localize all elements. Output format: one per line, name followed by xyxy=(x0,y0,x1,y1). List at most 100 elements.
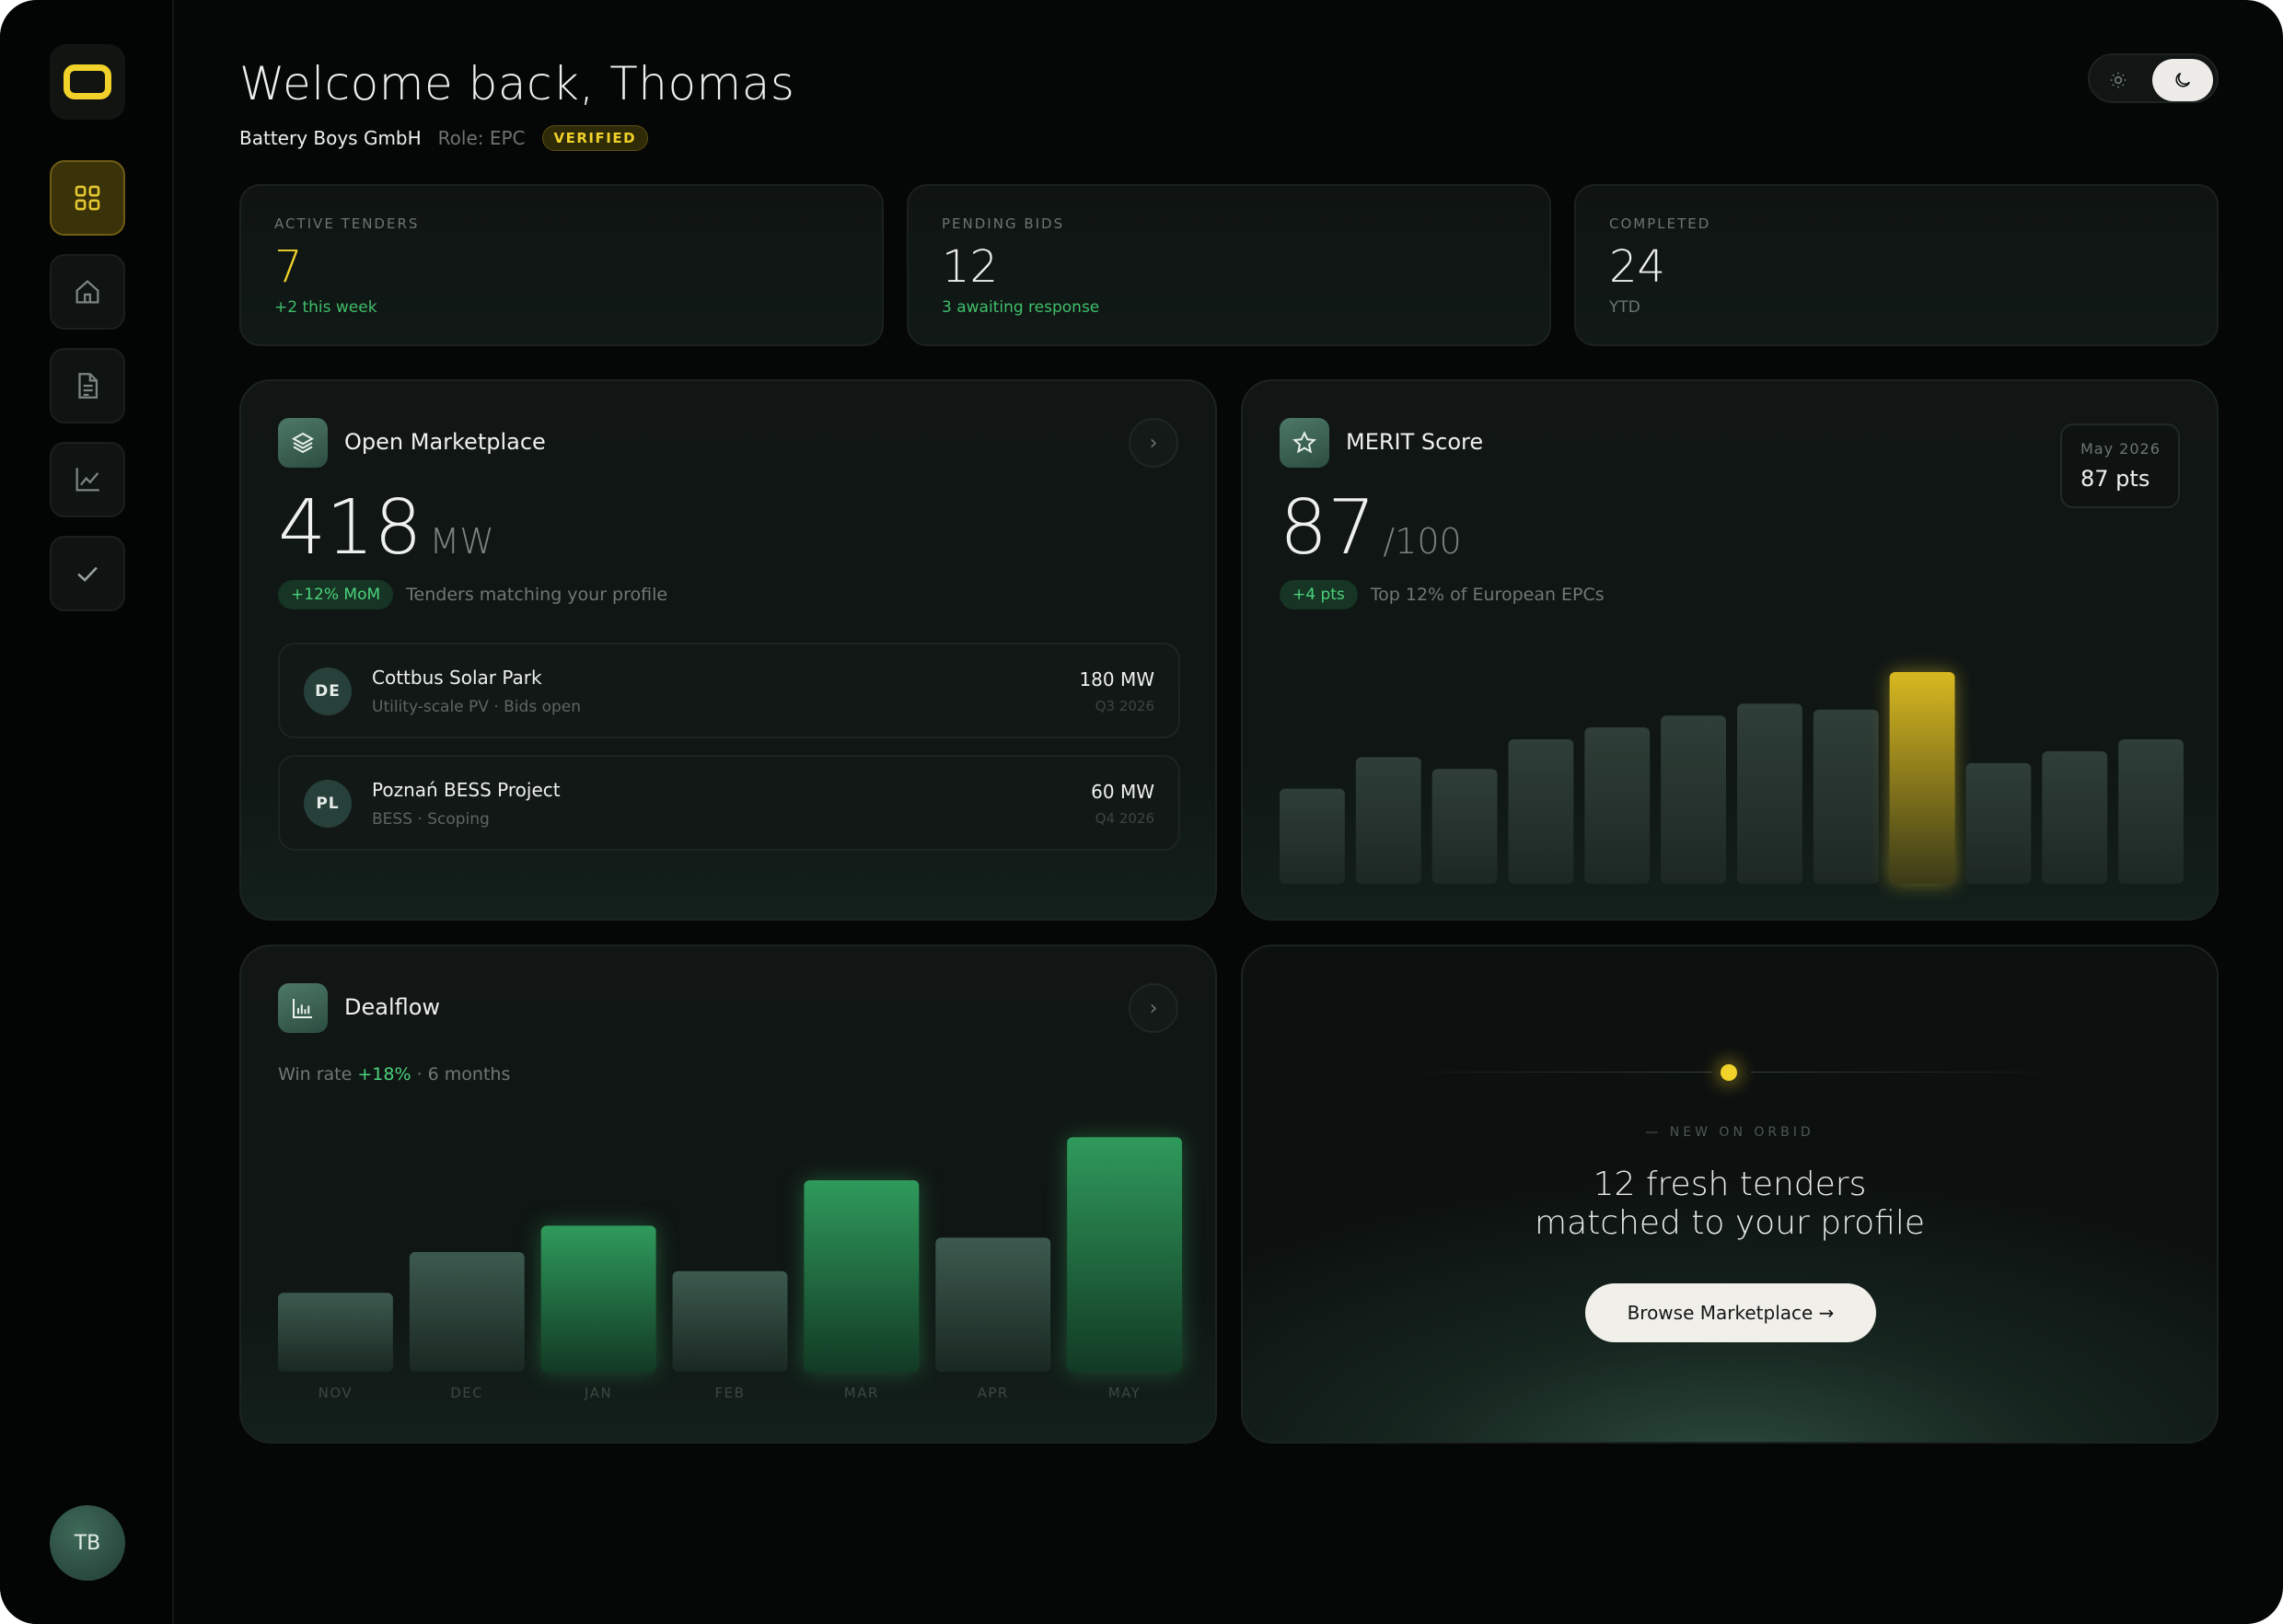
trend-pill: +4 pts xyxy=(1280,580,1358,609)
trend-caption: Top 12% of European EPCs xyxy=(1370,585,1605,605)
dealflow-month-label: NOV xyxy=(318,1385,353,1401)
dealflow-bar-highlighted xyxy=(540,1225,656,1372)
nav-dashboard-button[interactable] xyxy=(50,160,125,236)
divider-line xyxy=(1381,1072,1712,1073)
promo-headline: 12 fresh tenders matched to your profile xyxy=(1243,1166,2217,1243)
dealflow-bar-highlighted xyxy=(1067,1137,1182,1372)
country-badge: PL xyxy=(304,780,352,828)
trend-pill: +12% MoM xyxy=(278,580,394,609)
merit-bar xyxy=(1431,769,1498,884)
merit-unit: /100 xyxy=(1383,521,1462,562)
win-rate-caption: Win rate +18% · 6 months xyxy=(278,1064,510,1085)
stat-card-completed[interactable]: COMPLETED 24 YTD xyxy=(1574,184,2219,346)
merit-bar xyxy=(1737,703,1802,884)
dealflow-month-label: JAN xyxy=(585,1385,613,1401)
marketplace-value: 418 xyxy=(278,484,423,572)
merit-bar xyxy=(1355,757,1421,884)
dealflow-bar xyxy=(278,1293,393,1372)
merit-bar xyxy=(1584,727,1651,884)
win-rate-label: Win rate xyxy=(278,1064,353,1085)
page-title: Welcome back, Thomas xyxy=(239,57,795,110)
document-icon xyxy=(78,373,99,399)
card-title: Dealflow xyxy=(344,994,441,1020)
stat-card-pending-bids[interactable]: PENDING BIDS 12 3 awaiting response xyxy=(907,184,1551,346)
chevron-right-icon: › xyxy=(1149,431,1158,455)
nav-home-button[interactable] xyxy=(50,254,125,330)
open-dealflow-button[interactable]: › xyxy=(1129,983,1178,1033)
merit-bar xyxy=(2118,739,2184,884)
nav-documents-button[interactable] xyxy=(50,348,125,423)
marketplace-total: 418 MW xyxy=(278,484,494,572)
dealflow-bar-highlighted xyxy=(804,1180,920,1372)
card-title: Open Marketplace xyxy=(344,429,546,455)
merit-value: 87 xyxy=(1280,484,1376,572)
win-rate-period: · 6 months xyxy=(416,1064,511,1085)
divider-line xyxy=(1751,1072,2082,1073)
tender-name: Poznań BESS Project xyxy=(372,779,561,801)
theme-toggle[interactable] xyxy=(2088,53,2219,103)
tender-quarter: Q3 2026 xyxy=(1095,698,1154,714)
nav-analytics-button[interactable] xyxy=(50,442,125,517)
merit-total: 87 /100 xyxy=(1280,484,1462,572)
tender-capacity: 180 MW xyxy=(1079,668,1154,690)
merit-trend: +4 pts Top 12% of European EPCs xyxy=(1280,580,1605,609)
company-name: Battery Boys GmbH xyxy=(239,127,422,149)
merit-bar-highlighted xyxy=(1889,671,1955,884)
dealflow-bar xyxy=(935,1237,1051,1372)
card-title: MERIT Score xyxy=(1346,429,1484,455)
grid-icon xyxy=(75,185,100,211)
star-icon xyxy=(1280,418,1329,468)
merit-bar xyxy=(1508,739,1574,884)
light-mode-button[interactable] xyxy=(2101,63,2136,98)
moon-icon xyxy=(2175,72,2191,87)
tender-capacity: 60 MW xyxy=(1091,781,1154,803)
tender-meta: BESS · Scoping xyxy=(372,810,490,829)
merit-bar xyxy=(1965,762,2032,884)
nav-tasks-button[interactable] xyxy=(50,536,125,611)
marketplace-unit: MW xyxy=(429,521,494,562)
open-marketplace-button[interactable]: › xyxy=(1129,418,1178,468)
sun-icon xyxy=(2110,72,2127,88)
avatar-initials: TB xyxy=(74,1531,101,1555)
dealflow-month-label: MAR xyxy=(843,1385,879,1401)
tender-meta: Utility-scale PV · Bids open xyxy=(372,698,582,716)
chart-line-icon xyxy=(75,468,99,492)
promo-kicker: — NEW ON ORBID xyxy=(1645,1125,1814,1140)
stat-subtext: 3 awaiting response xyxy=(942,298,1100,317)
check-icon xyxy=(77,566,98,582)
sidebar: TB xyxy=(0,0,174,1624)
merit-card: MERIT Score May 2026 87 pts 87 /100 +4 p… xyxy=(1241,379,2219,921)
dealflow-bar xyxy=(672,1270,788,1372)
tender-row[interactable]: DE Cottbus Solar Park Utility-scale PV ·… xyxy=(278,643,1180,738)
stat-label: COMPLETED xyxy=(1609,215,1711,232)
dealflow-month-label: FEB xyxy=(714,1385,746,1401)
dealflow-month-label: MAY xyxy=(1107,1385,1142,1401)
browse-marketplace-button[interactable]: Browse Marketplace → xyxy=(1585,1283,1876,1342)
stat-value: 7 xyxy=(274,241,303,293)
dealflow-month-label: DEC xyxy=(450,1385,484,1401)
avatar[interactable]: TB xyxy=(50,1505,125,1581)
verified-badge: VERIFIED xyxy=(541,125,649,151)
home-icon xyxy=(75,280,99,304)
bar-chart-icon xyxy=(278,983,328,1033)
logo-icon[interactable] xyxy=(50,44,125,120)
dark-mode-button[interactable] xyxy=(2152,59,2213,101)
glow-dot-icon xyxy=(1721,1064,1737,1081)
tender-quarter: Q4 2026 xyxy=(1095,810,1154,827)
score-period: May 2026 xyxy=(2080,440,2161,458)
stat-card-active-tenders[interactable]: ACTIVE TENDERS 7 +2 this week xyxy=(239,184,884,346)
dealflow-bar xyxy=(409,1252,525,1372)
tender-row[interactable]: PL Poznań BESS Project BESS · Scoping 60… xyxy=(278,755,1180,851)
stat-value: 24 xyxy=(1609,241,1666,293)
stat-subtext: +2 this week xyxy=(274,298,377,317)
stat-label: ACTIVE TENDERS xyxy=(274,215,420,232)
account-info: Battery Boys GmbH Role: EPC VERIFIED xyxy=(239,125,649,151)
merit-bar xyxy=(1661,715,1726,884)
dealflow-card: Dealflow › Win rate +18% · 6 months NOV D… xyxy=(239,945,1217,1444)
score-points: 87 pts xyxy=(2080,466,2150,492)
marketplace-card: Open Marketplace › 418 MW +12% MoM Tende… xyxy=(239,379,1217,921)
merit-bar xyxy=(1280,788,1345,884)
chevron-right-icon: › xyxy=(1149,996,1158,1020)
win-rate-value: +18% xyxy=(357,1064,411,1085)
